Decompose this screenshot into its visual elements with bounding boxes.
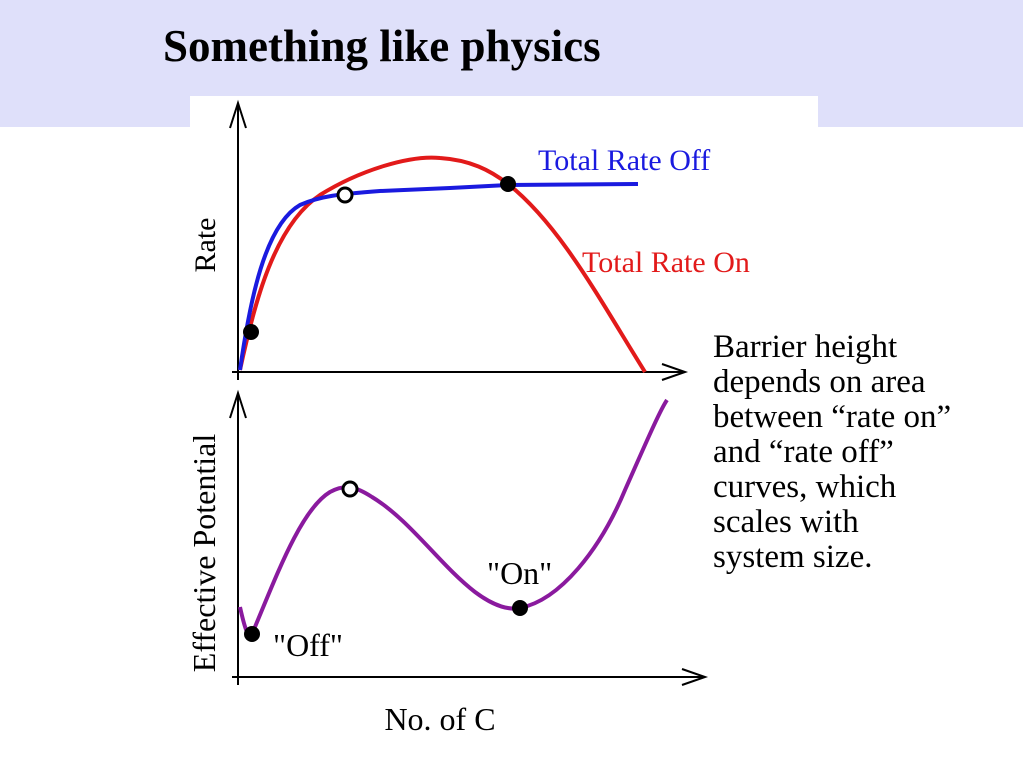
top-stable-point-high bbox=[500, 176, 516, 192]
bottom-plot: Effective Potential No. of C "Off" "On" bbox=[186, 389, 709, 737]
total-rate-on-label: Total Rate On bbox=[582, 246, 750, 279]
barrier-top-point bbox=[341, 480, 359, 498]
top-y-axis-arrowhead bbox=[229, 99, 247, 129]
bottom-y-axis-arrowhead bbox=[229, 389, 247, 419]
bottom-x-axis-arrowhead bbox=[681, 668, 709, 686]
slide-title: Something like physics bbox=[163, 21, 601, 71]
total-rate-off-curve bbox=[238, 182, 639, 371]
on-state-label: "On" bbox=[487, 555, 552, 591]
bottom-y-axis-label: Effective Potential bbox=[186, 434, 222, 673]
top-unstable-point bbox=[336, 186, 354, 204]
caption-line: between “rate on” bbox=[713, 399, 952, 435]
caption-text: Barrier height depends on area between “… bbox=[713, 330, 1013, 575]
caption-line: curves, which bbox=[713, 469, 897, 505]
caption-line: scales with bbox=[713, 504, 859, 540]
off-state-label: "Off" bbox=[273, 627, 343, 663]
top-x-axis-arrowhead bbox=[661, 363, 689, 381]
total-rate-off-label: Total Rate Off bbox=[538, 144, 710, 177]
bottom-x-axis-label: No. of C bbox=[384, 701, 495, 737]
off-state-point bbox=[244, 626, 260, 642]
top-y-axis-label: Rate bbox=[189, 218, 222, 273]
caption-line: depends on area bbox=[713, 364, 926, 400]
top-stable-point-low bbox=[243, 324, 259, 340]
total-rate-on-curve bbox=[238, 155, 647, 374]
caption-line: system size. bbox=[713, 539, 873, 575]
caption-line: and “rate off” bbox=[713, 434, 894, 470]
on-state-point bbox=[512, 600, 528, 616]
caption-line: Barrier height bbox=[713, 329, 898, 365]
effective-potential-curve bbox=[238, 398, 669, 638]
top-plot: Rate Total Rate Off Total Rate On bbox=[189, 99, 750, 381]
